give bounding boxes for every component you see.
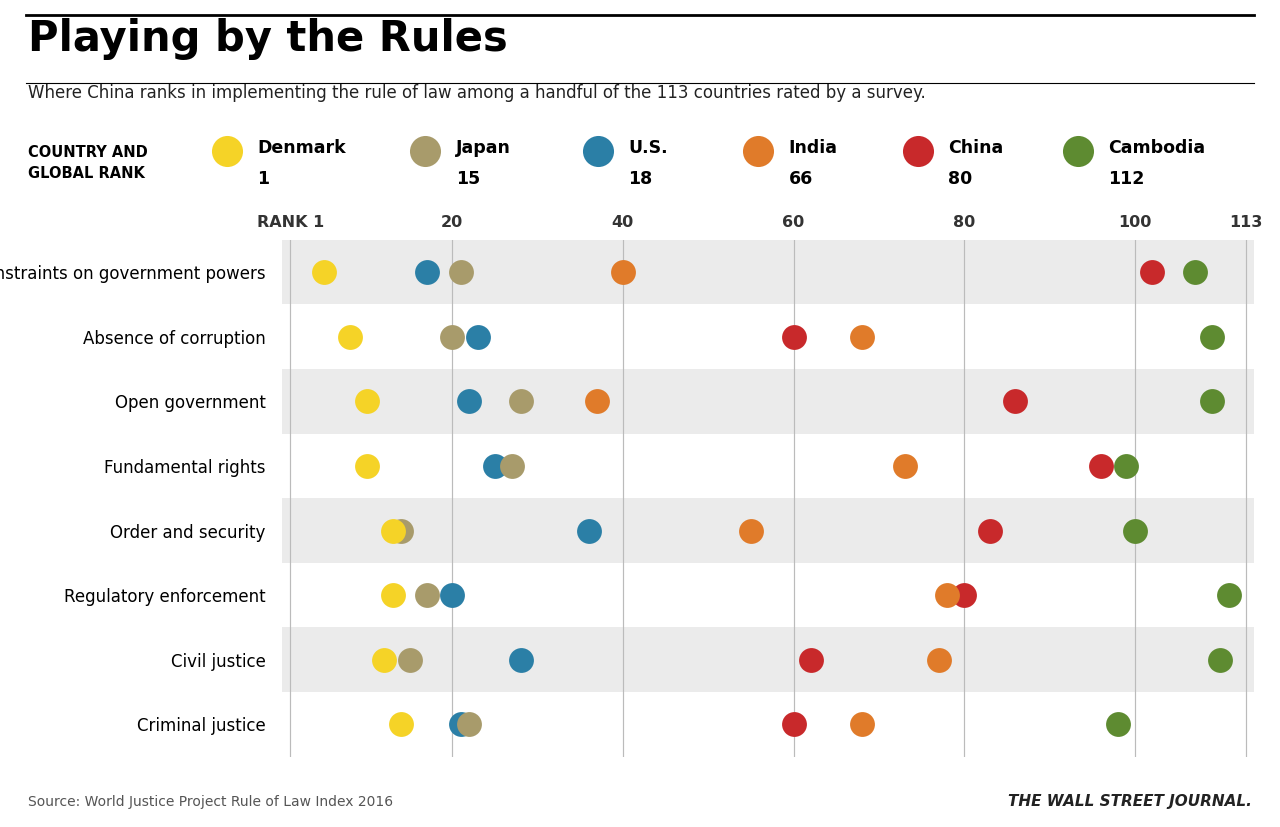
Point [613, 265, 634, 279]
Point [511, 394, 531, 408]
Bar [282, 433, 1254, 498]
Point [357, 459, 378, 472]
Point [416, 589, 436, 602]
Bar [282, 304, 1254, 369]
Point [928, 653, 948, 667]
Text: India: India [788, 139, 837, 157]
Bar [282, 563, 1254, 628]
Bar [282, 369, 1254, 433]
Point [800, 653, 820, 667]
Text: U.S.: U.S. [628, 139, 668, 157]
Point [851, 330, 872, 343]
Text: THE WALL STREET JOURNAL.: THE WALL STREET JOURNAL. [1007, 794, 1252, 809]
Point [588, 394, 608, 408]
Point [399, 653, 420, 667]
Point [783, 718, 804, 731]
Text: Where China ranks in implementing the rule of law among a handful of the 113 cou: Where China ranks in implementing the ru… [28, 84, 925, 103]
Text: China: China [948, 139, 1004, 157]
Point [748, 144, 768, 157]
Point [416, 265, 436, 279]
Point [357, 394, 378, 408]
Point [979, 524, 1000, 538]
Point [460, 718, 480, 731]
Text: Cambodia: Cambodia [1108, 139, 1206, 157]
Point [741, 524, 762, 538]
Point [511, 653, 531, 667]
Point [1210, 653, 1230, 667]
Point [442, 330, 462, 343]
Text: Source: World Justice Project Rule of Law Index 2016: Source: World Justice Project Rule of La… [28, 795, 393, 809]
Text: 112: 112 [1108, 170, 1144, 188]
Point [383, 524, 403, 538]
Point [937, 589, 957, 602]
Text: 18: 18 [628, 170, 653, 188]
Text: 1: 1 [257, 170, 269, 188]
Point [895, 459, 915, 472]
Point [339, 330, 360, 343]
Point [1219, 589, 1239, 602]
Point [1068, 144, 1088, 157]
Point [374, 653, 394, 667]
Point [485, 459, 506, 472]
Bar [282, 692, 1254, 757]
Text: COUNTRY AND
GLOBAL RANK: COUNTRY AND GLOBAL RANK [28, 145, 148, 181]
Point [1091, 459, 1111, 472]
Bar [282, 628, 1254, 692]
Point [216, 144, 237, 157]
Point [1107, 718, 1128, 731]
Point [1005, 394, 1025, 408]
Point [1142, 265, 1162, 279]
Point [954, 589, 974, 602]
Point [442, 589, 462, 602]
Point [588, 144, 608, 157]
Point [451, 265, 471, 279]
Text: Playing by the Rules: Playing by the Rules [28, 18, 508, 60]
Text: 15: 15 [456, 170, 480, 188]
Point [1116, 459, 1137, 472]
Point [451, 718, 471, 731]
Point [390, 524, 411, 538]
Bar [282, 240, 1254, 304]
Text: 66: 66 [788, 170, 813, 188]
Bar [282, 498, 1254, 563]
Point [502, 459, 522, 472]
Point [579, 524, 599, 538]
Point [390, 718, 411, 731]
Point [415, 144, 435, 157]
Point [1184, 265, 1204, 279]
Point [383, 589, 403, 602]
Point [467, 330, 488, 343]
Point [783, 330, 804, 343]
Point [1202, 394, 1222, 408]
Point [908, 144, 928, 157]
Point [851, 718, 872, 731]
Point [1202, 330, 1222, 343]
Point [314, 265, 334, 279]
Point [1125, 524, 1146, 538]
Text: Japan: Japan [456, 139, 511, 157]
Point [460, 394, 480, 408]
Text: 80: 80 [948, 170, 973, 188]
Text: Denmark: Denmark [257, 139, 346, 157]
